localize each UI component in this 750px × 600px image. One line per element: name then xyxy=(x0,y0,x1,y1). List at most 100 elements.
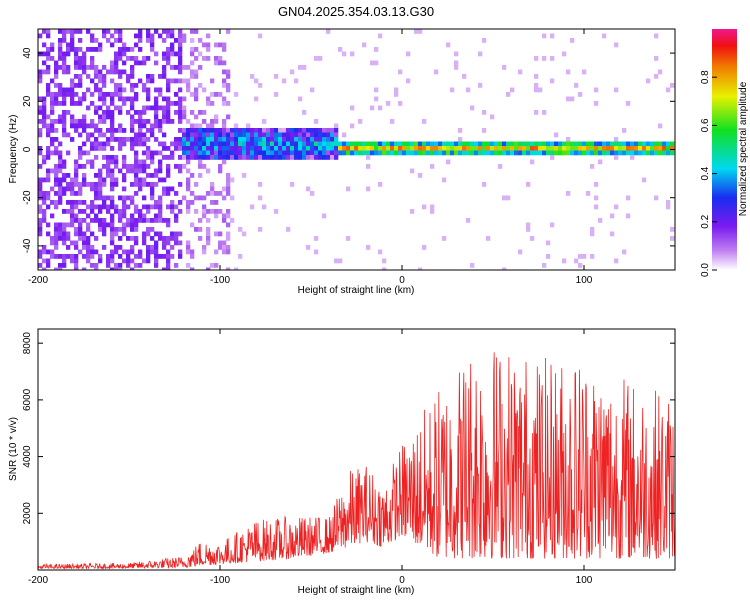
spectrogram-cell xyxy=(58,65,63,70)
spectrogram-cell xyxy=(58,263,63,268)
spectrogram-cell xyxy=(134,168,139,174)
spectrogram-cell xyxy=(390,119,395,124)
spectrogram-cell xyxy=(78,182,83,187)
spectrogram-cell xyxy=(222,218,227,223)
spectrogram-cell xyxy=(294,155,299,160)
spectrogram-cell xyxy=(334,137,339,142)
spectrogram-cell xyxy=(394,150,399,156)
spectrogram-cell xyxy=(102,245,107,250)
spectrogram-cell xyxy=(146,164,151,169)
spectrogram-cell xyxy=(530,150,535,156)
spectrogram-cell xyxy=(50,119,55,124)
spectrogram-cell xyxy=(650,141,655,147)
spectrogram-cell xyxy=(178,65,183,70)
spectrogram-cell xyxy=(166,204,171,210)
spectrogram-cell xyxy=(70,42,75,48)
spectrogram-cell xyxy=(50,213,55,219)
spectrogram-cell xyxy=(310,128,315,133)
spectrogram-cell xyxy=(54,227,59,232)
spectrogram-cell xyxy=(206,240,211,246)
spectrogram-cell xyxy=(146,87,151,93)
spectrogram-cell xyxy=(38,182,43,187)
spectrogram-cell xyxy=(142,258,147,264)
spectrogram-cell xyxy=(226,177,231,183)
spectrogram-cell xyxy=(58,141,63,147)
spectrogram-cell xyxy=(46,132,51,138)
spectrogram-cell xyxy=(502,65,507,70)
spectrogram-cell xyxy=(590,146,595,151)
spectrogram-cell xyxy=(458,150,463,156)
spectrogram-cell xyxy=(382,150,387,156)
spectrogram-cell xyxy=(138,177,143,183)
spectrogram-cell xyxy=(78,222,83,228)
figure-title: GN04.2025.354.03.13.G30 xyxy=(278,4,434,19)
spectrogram-cell xyxy=(114,155,119,160)
spectrogram-cell xyxy=(94,83,99,88)
spectrogram-cell xyxy=(134,159,139,165)
spectrogram-cell xyxy=(306,128,311,133)
spectrogram-cell xyxy=(226,114,231,120)
spectrogram-cell xyxy=(610,141,615,147)
spectrogram-cell xyxy=(186,128,191,133)
spectrogram-cell xyxy=(154,114,159,120)
spectrogram-cell xyxy=(190,249,195,255)
spectrogram-cell xyxy=(626,146,631,151)
spectrogram-cell xyxy=(102,65,107,70)
spectrogram-cell xyxy=(654,33,659,39)
spectrogram-cell xyxy=(86,213,91,219)
spectrogram-cell xyxy=(134,56,139,61)
spectrogram-cell xyxy=(226,182,231,187)
spectrogram-cell xyxy=(66,254,71,259)
spectrogram-cell xyxy=(70,83,75,88)
spectrogram-cell xyxy=(82,92,87,97)
spectrogram-cell xyxy=(322,155,327,160)
spectrogram-cell xyxy=(54,200,59,205)
spectrogram-cell xyxy=(214,150,219,156)
spectrogram-cell xyxy=(114,267,119,270)
spectrogram-cell xyxy=(602,33,607,39)
spectrogram-cell xyxy=(166,96,171,102)
spectrogram-cell xyxy=(130,137,135,142)
spectrogram-cell xyxy=(258,182,263,187)
spectrogram-cell xyxy=(182,105,187,111)
spectrogram-cell xyxy=(50,249,55,255)
spectrogram-cell xyxy=(578,146,583,151)
spectrogram-cell xyxy=(38,51,43,57)
spectrogram-cell xyxy=(142,164,147,169)
spectrogram-cell xyxy=(194,87,199,93)
spectrogram-cell xyxy=(550,56,555,61)
spectrogram-cell xyxy=(94,249,99,255)
spectrogram-cell xyxy=(586,141,591,147)
spectrogram-cell xyxy=(86,74,91,79)
spectrogram-cell xyxy=(198,155,203,160)
spectrogram-cell xyxy=(170,155,175,160)
spectrogram-cell xyxy=(86,249,91,255)
spectrogram-cell xyxy=(394,146,399,151)
spectrogram-cell xyxy=(190,146,195,151)
spectrogram-cell xyxy=(98,47,103,52)
spectrogram-cell xyxy=(194,96,199,102)
spectrogram-cell xyxy=(38,33,43,39)
spectrogram-cell xyxy=(258,33,263,39)
spectrogram-cell xyxy=(54,191,59,196)
spectrogram-cell xyxy=(106,137,111,142)
spectrogram-cell xyxy=(90,204,95,210)
spectrogram-cell xyxy=(122,222,127,228)
spectrogram-cell xyxy=(38,186,43,192)
spectrogram-cell xyxy=(74,227,79,232)
spectrogram-cell xyxy=(146,78,151,84)
spectrogram-cell xyxy=(342,132,347,138)
spectrogram-cell xyxy=(214,200,219,205)
spectrogram-cell xyxy=(570,146,575,151)
spectrogram-cell xyxy=(454,150,459,156)
spectrogram-cell xyxy=(230,132,235,138)
spectrogram-cell xyxy=(170,42,175,48)
spectrogram-cell xyxy=(90,132,95,138)
spectrogram-cell xyxy=(186,263,191,268)
spectrogram-cell xyxy=(174,204,179,210)
spectrogram-cell xyxy=(178,87,183,93)
spectrogram-cell xyxy=(98,191,103,196)
spectrogram-cell xyxy=(658,146,663,151)
spectrogram-cell xyxy=(106,168,111,174)
spectrogram-cell xyxy=(210,186,215,192)
